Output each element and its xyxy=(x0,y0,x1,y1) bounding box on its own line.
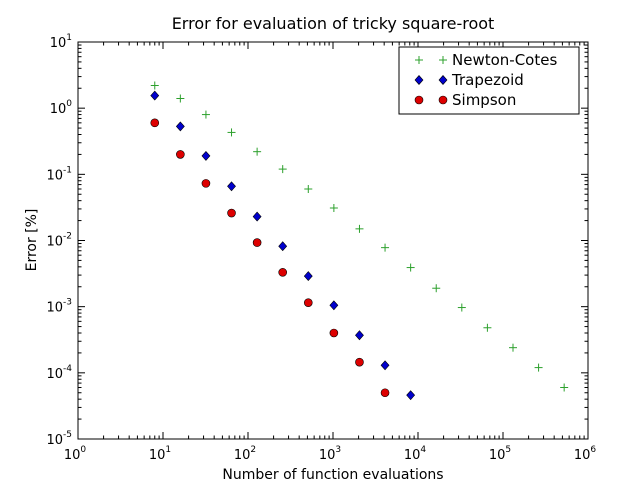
y-tick-label: 101 xyxy=(50,33,72,51)
x-axis-label: Number of function evaluations xyxy=(222,467,443,483)
series-trapezoid xyxy=(150,90,416,401)
y-tick-labels: 10-5 10-4 10-3 10-2 10-1 100 101 xyxy=(46,33,72,448)
circle-point xyxy=(278,268,288,277)
y-tick-label: 100 xyxy=(50,99,73,117)
y-axis-label: Error [%] xyxy=(24,209,40,272)
diamond-point xyxy=(175,121,185,132)
x-tick-label: 102 xyxy=(234,445,256,463)
diamond-point xyxy=(201,150,211,161)
legend-box xyxy=(398,46,580,115)
plus-point xyxy=(406,263,415,272)
plus-point xyxy=(457,303,466,312)
plus-point xyxy=(253,147,262,156)
x-tick-labels: 100 101 102 103 104 105 106 xyxy=(64,445,597,463)
y-tick-label: 10-1 xyxy=(46,165,72,183)
plus-point xyxy=(432,284,441,293)
plus-point xyxy=(534,363,543,372)
circle-point xyxy=(303,298,313,307)
plus-point xyxy=(201,110,210,119)
legend-label: Newton-Cotes xyxy=(452,51,557,69)
y-tick-label: 10-2 xyxy=(46,232,72,250)
series-simpson xyxy=(150,118,390,398)
circle-point xyxy=(227,208,236,218)
plus-point xyxy=(483,323,492,332)
plus-point xyxy=(227,128,236,137)
diamond-point xyxy=(355,330,364,341)
diamond-point xyxy=(278,241,288,252)
legend-marker xyxy=(438,95,448,105)
plus-point xyxy=(304,185,313,194)
plus-point xyxy=(150,81,159,90)
plus-point xyxy=(278,165,287,174)
plus-point xyxy=(329,203,338,212)
legend-label: Simpson xyxy=(452,91,516,109)
y-tick-label: 10-3 xyxy=(46,298,72,316)
circle-point xyxy=(329,328,339,338)
plus-point xyxy=(508,343,517,352)
diamond-point xyxy=(150,90,160,101)
legend-marker xyxy=(414,95,424,105)
circle-point xyxy=(150,118,160,128)
x-tick-label: 106 xyxy=(574,445,597,463)
legend-marker xyxy=(438,75,448,85)
circle-point xyxy=(252,238,262,247)
chart-title: Error for evaluation of tricky square-ro… xyxy=(172,14,495,33)
x-tick-label: 105 xyxy=(489,445,511,463)
axis-ticks xyxy=(77,41,589,440)
plus-point xyxy=(355,224,364,233)
x-tick-label: 101 xyxy=(149,445,171,463)
circle-point xyxy=(380,388,390,398)
diamond-point xyxy=(329,300,339,311)
diamond-point xyxy=(227,181,236,192)
x-tick-label: 100 xyxy=(64,445,87,463)
diamond-point xyxy=(406,390,416,401)
legend-marker xyxy=(414,75,424,85)
circle-point xyxy=(201,179,211,188)
legend: Newton-Cotes Trapezoid Simpson xyxy=(398,46,580,115)
plus-point xyxy=(176,94,185,103)
diamond-point xyxy=(380,360,390,371)
plus-point xyxy=(560,383,569,392)
series-newton-cotes xyxy=(150,81,569,392)
circle-point xyxy=(176,150,185,159)
legend-marker xyxy=(439,56,447,64)
plus-point xyxy=(381,243,390,252)
x-tick-label: 103 xyxy=(319,445,341,463)
y-tick-label: 10-4 xyxy=(46,364,72,382)
legend-label: Trapezoid xyxy=(451,71,524,89)
y-tick-label: 10-5 xyxy=(46,430,72,448)
diamond-point xyxy=(303,271,313,282)
x-tick-label: 104 xyxy=(404,445,427,463)
circle-point xyxy=(355,357,364,367)
data-series xyxy=(150,81,569,401)
legend-marker xyxy=(415,56,423,64)
diamond-point xyxy=(252,211,262,222)
